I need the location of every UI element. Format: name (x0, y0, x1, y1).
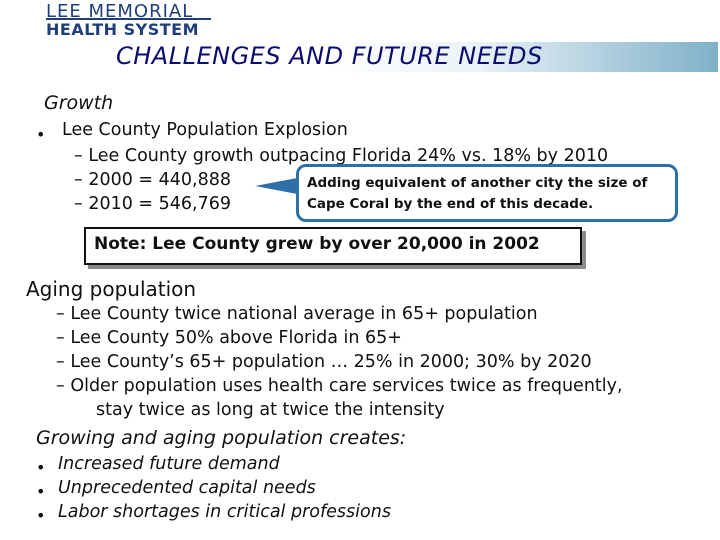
logo-divider (46, 18, 211, 20)
creates-bullet-2: • (36, 482, 46, 501)
creates-bullet-1: • (36, 458, 46, 477)
creates-bullet-3: • (36, 506, 46, 525)
note-box: Note: Lee County grew by over 20,000 in … (84, 227, 582, 265)
aging-item-3: – Lee County’s 65+ population … 25% in 2… (56, 352, 592, 372)
title-bar (112, 42, 718, 72)
growth-bullet: • (36, 125, 46, 144)
callout-box: Adding equivalent of another city the si… (296, 164, 678, 222)
creates-item-1: Increased future demand (58, 454, 280, 474)
creates-item-2: Unprecedented capital needs (58, 478, 316, 498)
aging-heading: Aging population (26, 277, 197, 301)
aging-item-4: – Older population uses health care serv… (56, 376, 623, 396)
logo-line-1: LEE MEMORIAL (46, 1, 194, 22)
callout-text: Adding equivalent of another city the si… (307, 173, 647, 215)
note-text: Note: Lee County grew by over 20,000 in … (94, 234, 540, 254)
aging-item-2: – Lee County 50% above Florida in 65+ (56, 328, 402, 348)
growth-subitem-2: – 2000 = 440,888 (74, 170, 232, 190)
creates-item-3: Labor shortages in critical professions (58, 502, 391, 522)
aging-item-1: – Lee County twice national average in 6… (56, 304, 538, 324)
growth-subitem-3: – 2010 = 546,769 (74, 194, 232, 214)
growth-heading: Growth (44, 92, 114, 114)
aging-item-4-continuation: stay twice as long at twice the intensit… (96, 400, 445, 420)
growth-subitem-1: – Lee County growth outpacing Florida 24… (74, 146, 609, 166)
callout-line-2: Cape Coral by the end of this decade. (307, 196, 594, 212)
growth-item: Lee County Population Explosion (62, 120, 348, 140)
callout-pointer (255, 178, 297, 194)
creates-heading: Growing and aging population creates: (36, 427, 407, 449)
slide-title: CHALLENGES AND FUTURE NEEDS (116, 42, 543, 70)
logo-line-2: HEALTH SYSTEM (46, 20, 200, 39)
callout-line-1: Adding equivalent of another city the si… (307, 175, 648, 191)
